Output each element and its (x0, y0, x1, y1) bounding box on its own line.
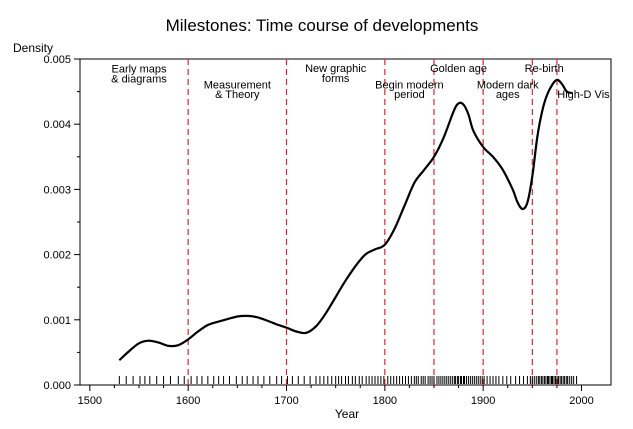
density-curve (118, 78, 572, 362)
y-axis: 0.000 0.001 0.002 0.003 0.004 0.005 (43, 54, 80, 392)
x-tick-label: 1500 (78, 395, 102, 407)
y-tick-label: 0.003 (43, 184, 71, 196)
density-line (118, 78, 572, 362)
period-label: High-D Vis (557, 89, 610, 101)
period-label: New graphic (305, 63, 367, 75)
x-tick-label: 1800 (373, 395, 397, 407)
x-tick-label: 1600 (176, 395, 200, 407)
period-label: period (394, 89, 425, 101)
y-tick-label: 0.001 (43, 315, 71, 327)
period-label: Early maps (111, 64, 167, 76)
period-label: & diagrams (111, 73, 167, 85)
y-tick-label: 0.005 (43, 54, 71, 66)
y-axis-label: Density (13, 41, 53, 55)
period-label: Golden age (430, 63, 487, 75)
period-lines (187, 59, 558, 385)
x-tick-label: 1700 (274, 395, 298, 407)
rug-marks (118, 376, 578, 384)
x-axis: 1500 1600 1700 1800 1900 2000 (78, 385, 594, 407)
period-label: ages (496, 89, 520, 101)
period-label: & Theory (215, 89, 260, 101)
period-label: Re-birth (525, 63, 564, 75)
period-label: forms (322, 73, 350, 85)
x-tick-label: 1900 (471, 395, 495, 407)
period-labels: Early maps& diagrams Measurement& Theory N… (111, 63, 610, 101)
x-tick-label: 2000 (569, 395, 593, 407)
y-tick-label: 0.002 (43, 250, 71, 262)
y-tick-label: 0.004 (43, 119, 71, 131)
chart-title: Milestones: Time course of developments (166, 16, 479, 35)
period-label: Measurement (204, 79, 271, 91)
plot-frame (79, 58, 612, 386)
y-tick-label: 0.000 (43, 380, 71, 392)
period-label: Begin modern (375, 79, 444, 91)
x-axis-label: Year (335, 407, 359, 421)
period-label: Modern dark (477, 79, 539, 91)
plot-border (79, 58, 612, 386)
